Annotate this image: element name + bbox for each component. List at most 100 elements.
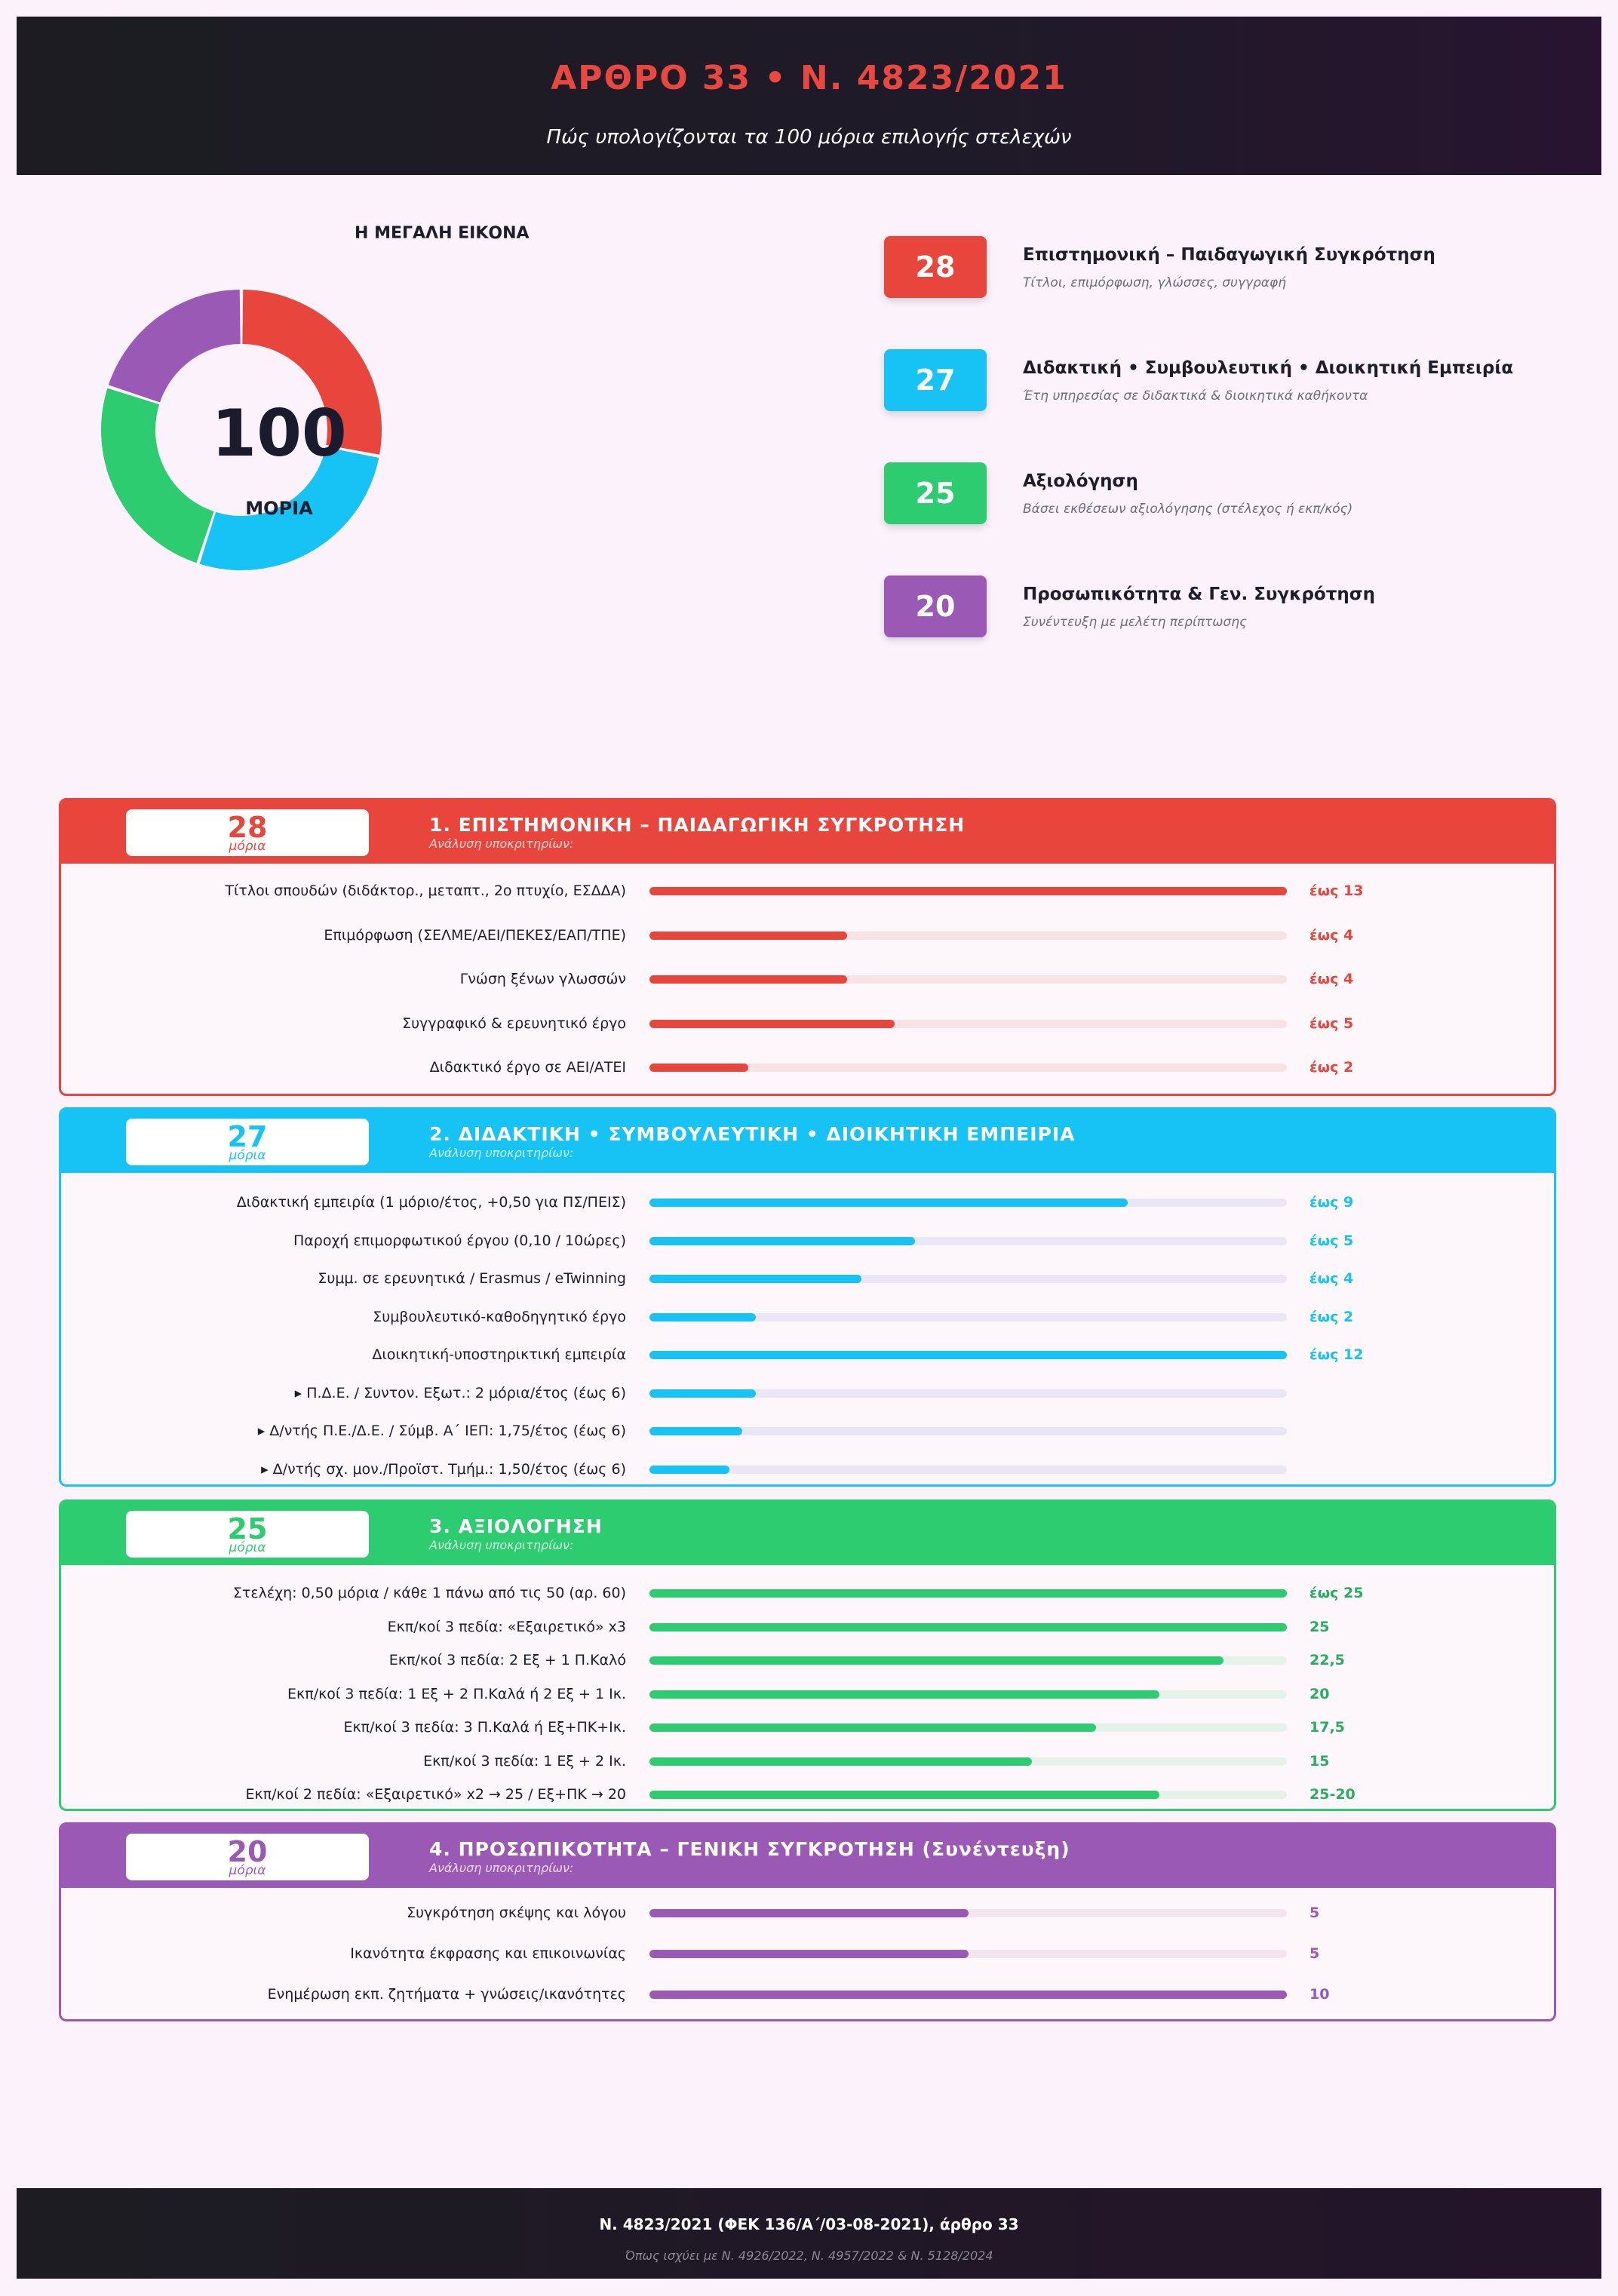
points-badge: 20 μόρια xyxy=(126,1834,369,1880)
criterion-track xyxy=(649,975,1287,984)
criterion-label: Γνώση ξένων γλωσσών xyxy=(459,971,626,987)
panel-subtitle: Ανάλυση υποκριτηρίων: xyxy=(429,836,574,851)
panel-subtitle: Ανάλυση υποκριτηρίων: xyxy=(429,1146,574,1160)
page-title: ΑΡΘΡΟ 33 • Ν. 4823/2021 xyxy=(551,59,1067,97)
criterion-label: Στελέχη: 0,50 μόρια / κάθε 1 πάνω από τι… xyxy=(232,1585,626,1601)
criterion-track xyxy=(649,1622,1287,1631)
criterion-value: 5 xyxy=(1309,1945,1320,1962)
criteria-panel: 25 μόρια 3. ΑΞΙΟΛΟΓΗΣΗ Ανάλυση υποκριτηρίων… xyxy=(59,1499,1556,1811)
criterion-label: Συγγραφικό & ερευνητικό έργο xyxy=(402,1014,626,1032)
legend-points-badge: 28 xyxy=(884,236,987,298)
criterion-row: Παροχή επιμορφωτικού έργου (0,10 / 10ώρε… xyxy=(61,1229,1554,1252)
criterion-value: έως 2 xyxy=(1309,1308,1354,1325)
donut-slice xyxy=(199,446,379,570)
donut-slice xyxy=(108,290,241,404)
criterion-track xyxy=(649,931,1287,940)
criterion-value: έως 5 xyxy=(1309,1014,1354,1032)
panel-title: 4. ΠΡΟΣΩΠΙΚΟΤΗΤΑ – ΓΕΝΙΚΗ ΣΥΓΚΡΟΤΗΣΗ (Συ… xyxy=(429,1838,1070,1860)
legend-title: Προσωπικότητα & Γεν. Συγκρότηση xyxy=(1023,585,1376,604)
criterion-track xyxy=(649,1389,1287,1398)
criterion-value: έως 5 xyxy=(1309,1232,1354,1249)
legend-subtitle: Έτη υπηρεσίας σε διδακτικά & διοικητικά … xyxy=(1023,388,1368,404)
legend-points-badge: 20 xyxy=(884,576,987,637)
legend-title: Διδακτική • Συμβουλευτική • Διοικητική Ε… xyxy=(1023,358,1514,378)
criterion-track xyxy=(649,1791,1287,1799)
criterion-bar xyxy=(649,1236,916,1245)
criterion-label: Συμβουλευτικό-καθοδηγητικό έργο xyxy=(373,1308,626,1325)
criterion-value: 15 xyxy=(1309,1752,1330,1770)
panel-header: 28 μόρια 1. ΕΠΙΣΤΗΜΟΝΙΚΗ – ΠΑΙΔΑΓΩΓΙΚΗ ΣΥΓ… xyxy=(61,800,1554,864)
criterion-label: Εκπ/κοί 3 πεδία: 3 Π.Καλά ή Εξ+ΠΚ+Ικ. xyxy=(343,1719,626,1736)
criterion-bar xyxy=(649,1991,1287,1999)
points-badge-value: 27 xyxy=(227,1120,268,1153)
criterion-label: Εκπ/κοί 3 πεδία: «Εξαιρετικό» x3 xyxy=(387,1618,626,1635)
criterion-label: ▸ Π.Δ.Ε. / Συντον. Εξωτ.: 2 μόρια/έτος (… xyxy=(294,1384,626,1401)
panel-subtitle: Ανάλυση υποκριτηρίων: xyxy=(429,1861,574,1875)
criterion-value: έως 13 xyxy=(1309,882,1364,899)
criterion-row: Εκπ/κοί 3 πεδία: 2 Εξ + 1 Π.Καλό 22,5 xyxy=(61,1649,1554,1671)
page-footer: Ν. 4823/2021 (ΦΕΚ 136/Α΄/03-08-2021), άρ… xyxy=(17,2188,1601,2279)
criterion-bar xyxy=(649,1589,1287,1598)
legend-subtitle: Τίτλοι, επιμόρφωση, γλώσσες, συγγραφή xyxy=(1023,275,1286,290)
donut-total: 100 xyxy=(211,396,347,471)
panel-title: 2. ΔΙΔΑΚΤΙΚΗ • ΣΥΜΒΟΥΛΕΥΤΙΚΗ • ΔΙΟΙΚΗΤΙΚ… xyxy=(429,1123,1076,1145)
criterion-row: Συγκρότηση σκέψης και λόγου 5 xyxy=(61,1902,1554,1924)
footer-amendments: Όπως ισχύει με Ν. 4926/2022, Ν. 4957/202… xyxy=(625,2248,993,2263)
criterion-bar xyxy=(649,1351,1287,1359)
criterion-track xyxy=(649,1757,1287,1766)
criteria-panel: 20 μόρια 4. ΠΡΟΣΩΠΙΚΟΤΗΤΑ – ΓΕΝΙΚΗ ΣΥΓΚΡΟΤ… xyxy=(59,1822,1556,2021)
criterion-track xyxy=(649,1351,1287,1359)
criterion-bar xyxy=(649,1909,969,1917)
criterion-bar xyxy=(649,1064,748,1072)
criterion-bar xyxy=(649,1312,757,1321)
criterion-row: ▸ Δ/ντής σχ. μον./Προϊστ. Τμήμ.: 1,50/έτ… xyxy=(61,1458,1554,1481)
legend-points-badge: 25 xyxy=(884,462,987,524)
criterion-value: έως 9 xyxy=(1309,1194,1354,1211)
criterion-label: Εκπ/κοί 3 πεδία: 1 Εξ + 2 Π.Καλά ή 2 Εξ … xyxy=(287,1685,626,1702)
criterion-bar xyxy=(649,1199,1128,1207)
legend-item: 25 Αξιολόγηση Βάσει εκθέσεων αξιολόγησης (… xyxy=(884,462,1563,527)
points-badge-value: 28 xyxy=(227,811,268,844)
criterion-row: Συμβουλευτικό-καθοδηγητικό έργο έως 2 xyxy=(61,1306,1554,1328)
criterion-track xyxy=(649,1064,1287,1072)
criterion-track xyxy=(649,1950,1287,1958)
panel-header: 27 μόρια 2. ΔΙΔΑΚΤΙΚΗ • ΣΥΜΒΟΥΛΕΥΤΙΚΗ • ΔΙ… xyxy=(61,1110,1554,1173)
legend-subtitle: Βάσει εκθέσεων αξιολόγησης (στέλεχος ή ε… xyxy=(1023,502,1353,517)
criterion-value: 25-20 xyxy=(1309,1786,1355,1803)
points-badge-unit: μόρια xyxy=(229,839,266,854)
criterion-label: Τίτλοι σπουδών (διδάκτορ., μεταπτ., 2ο π… xyxy=(225,882,626,899)
criterion-bar xyxy=(649,1465,729,1474)
criterion-bar xyxy=(649,1690,1159,1699)
criterion-row: Επιμόρφωση (ΣΕΛΜΕ/ΑΕΙ/ΠΕΚΕΣ/ΕΑΠ/ΤΠΕ) έως … xyxy=(61,924,1554,947)
donut-slice xyxy=(241,290,382,455)
criterion-label: Ικανότητα έκφρασης και επικοινωνίας xyxy=(350,1945,626,1962)
criterion-bar xyxy=(649,1389,757,1398)
criterion-value: έως 4 xyxy=(1309,926,1354,944)
criterion-bar xyxy=(649,1427,743,1435)
criterion-value: 10 xyxy=(1309,1986,1330,2003)
criterion-value: έως 2 xyxy=(1309,1059,1354,1076)
criterion-bar xyxy=(649,931,847,940)
legend-title: Επιστημονική – Παιδαγωγική Συγκρότηση xyxy=(1023,245,1435,265)
criterion-bar xyxy=(649,1724,1096,1732)
criterion-bar xyxy=(649,1757,1032,1766)
criterion-track xyxy=(649,1909,1287,1917)
criterion-row: Διδακτικό έργο σε ΑΕΙ/ΑΤΕΙ έως 2 xyxy=(61,1056,1554,1079)
criterion-label: Διοικητική-υποστηρικτική εμπειρία xyxy=(372,1346,626,1363)
legend-item: 20 Προσωπικότητα & Γεν. Συγκρότηση Συνέντε… xyxy=(884,576,1563,640)
criterion-label: Συγκρότηση σκέψης και λόγου xyxy=(407,1905,626,1921)
criterion-bar xyxy=(649,887,1287,895)
criterion-track xyxy=(649,1724,1287,1732)
criterion-value: 5 xyxy=(1309,1905,1320,1921)
criterion-bar xyxy=(649,1791,1159,1799)
criterion-track xyxy=(649,1656,1287,1665)
page-subtitle: Πώς υπολογίζονται τα 100 μόρια επιλογής … xyxy=(546,126,1072,149)
overview-heading: Η ΜΕΓΑΛΗ ΕΙΚΟΝΑ xyxy=(355,224,530,243)
criterion-row: Εκπ/κοί 2 πεδία: «Εξαιρετικό» x2 → 25 / … xyxy=(61,1783,1554,1806)
donut-total-label: ΜΟΡΙΑ xyxy=(245,498,313,519)
criterion-track xyxy=(649,1589,1287,1598)
points-badge-unit: μόρια xyxy=(229,1863,266,1878)
points-badge-unit: μόρια xyxy=(229,1540,266,1555)
panel-header: 25 μόρια 3. ΑΞΙΟΛΟΓΗΣΗ Ανάλυση υποκριτηρίων… xyxy=(61,1502,1554,1565)
legend-title: Αξιολόγηση xyxy=(1023,471,1138,491)
